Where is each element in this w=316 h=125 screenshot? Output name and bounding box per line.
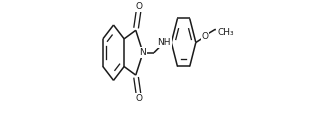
Text: N: N xyxy=(140,48,146,57)
Text: NH: NH xyxy=(157,38,171,47)
Text: CH₃: CH₃ xyxy=(217,28,234,37)
Text: O: O xyxy=(201,32,208,41)
Text: O: O xyxy=(136,2,143,11)
Text: O: O xyxy=(136,94,143,103)
